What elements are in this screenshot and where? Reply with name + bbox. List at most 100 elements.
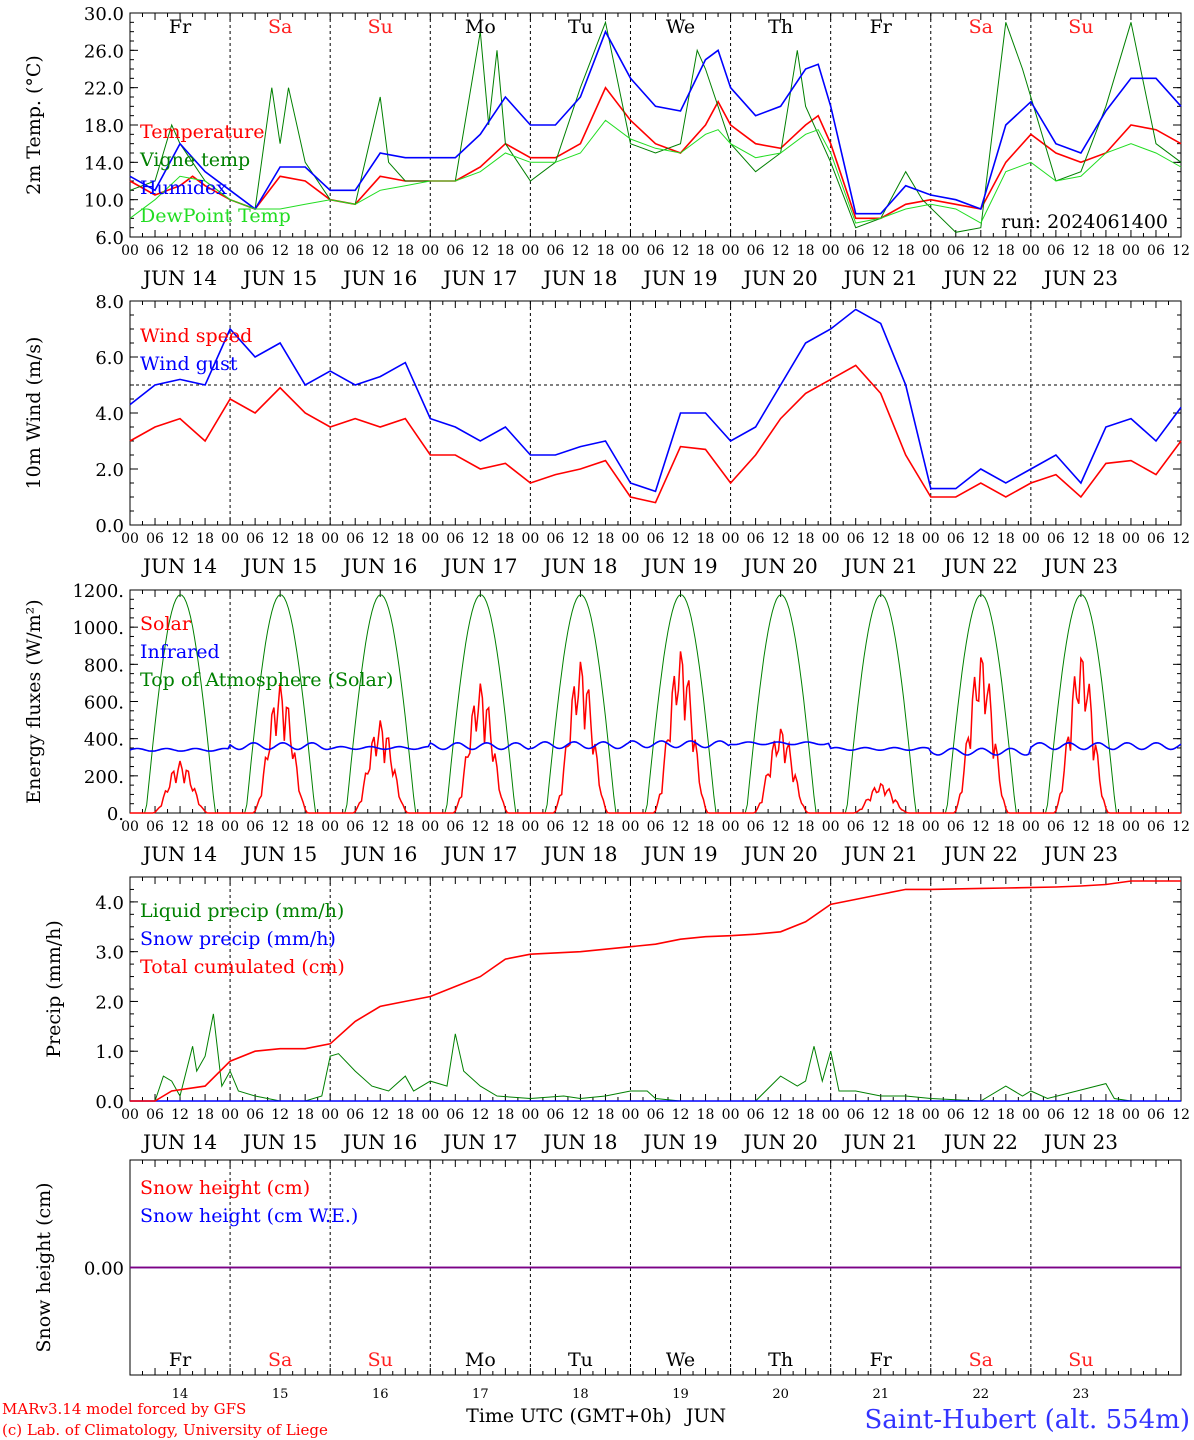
- legend-entry: Snow height (cm): [140, 1177, 310, 1199]
- day-label: JUN 19: [641, 842, 717, 866]
- y-tick-label: 18.0: [84, 116, 124, 137]
- day-label: JUN 20: [742, 266, 818, 290]
- hour-tick-label: 18: [196, 819, 214, 835]
- hour-tick-label: 18: [196, 531, 214, 547]
- legend-entry: Top of Atmosphere (Solar): [140, 669, 393, 691]
- hour-tick-label: 06: [947, 819, 965, 835]
- panel-1: Temperature Vigne temp Humidex DewPoint Tem…: [129, 12, 1182, 238]
- hour-tick-label: 12: [271, 1107, 289, 1123]
- series-wind-gust: [129, 308, 1182, 493]
- day-number-label: 16: [372, 1387, 389, 1402]
- weekday-label: Tu: [568, 1349, 593, 1371]
- hour-tick-label: 12: [171, 819, 189, 835]
- hour-tick-label: 06: [246, 1107, 264, 1123]
- hour-tick-label: 18: [296, 819, 314, 835]
- hour-tick-label: 00: [421, 243, 439, 259]
- hour-tick-label: 00: [922, 1107, 940, 1123]
- hour-tick-label: 06: [947, 1107, 965, 1123]
- day-label: JUN 15: [241, 266, 317, 290]
- hour-tick-label: 12: [171, 1107, 189, 1123]
- hour-tick-label: 12: [772, 531, 790, 547]
- day-label: JUN 18: [541, 266, 617, 290]
- day-label: JUN 20: [742, 842, 818, 866]
- hour-tick-label: 06: [246, 819, 264, 835]
- hour-tick-label: 12: [872, 1107, 890, 1123]
- series-infrared: [129, 740, 1182, 756]
- y-tick-label: 200.: [84, 767, 124, 788]
- y-tick-label: 0.0: [95, 1092, 124, 1113]
- hour-tick-label: 18: [697, 819, 715, 835]
- hour-tick-label: 00: [321, 243, 339, 259]
- hour-tick-label: 06: [446, 243, 464, 259]
- hour-tick-label: 18: [496, 819, 514, 835]
- hour-tick-label: 00: [722, 1107, 740, 1123]
- hour-tick-label: 18: [496, 243, 514, 259]
- hour-tick-label: 06: [346, 1107, 364, 1123]
- hour-tick-label: 12: [371, 1107, 389, 1123]
- day-label: JUN 18: [541, 554, 617, 578]
- weekday-label: Mo: [465, 1349, 496, 1371]
- series-liquid-precip-mm-h-: [130, 1013, 1181, 1102]
- hour-tick-label: 06: [1147, 1107, 1165, 1123]
- hour-tick-label: 18: [296, 243, 314, 259]
- hour-tick-label: 12: [271, 243, 289, 259]
- hour-tick-label: 18: [496, 1107, 514, 1123]
- hour-tick-label: 12: [271, 531, 289, 547]
- hour-tick-label: 12: [972, 531, 990, 547]
- hour-tick-label: 00: [722, 243, 740, 259]
- weekday-label: Fr: [870, 16, 893, 38]
- hour-tick-label: 00: [822, 819, 840, 835]
- hour-tick-label: 06: [647, 531, 665, 547]
- hour-tick-label: 00: [822, 243, 840, 259]
- weekday-label: We: [666, 1349, 695, 1371]
- day-label: JUN 17: [441, 842, 517, 866]
- y-tick-label: 800.: [84, 655, 124, 676]
- hour-tick-label: 12: [1072, 1107, 1090, 1123]
- day-label: JUN 15: [241, 1130, 317, 1154]
- hour-tick-label: 12: [1172, 531, 1190, 547]
- series-toa-solar: [130, 594, 1181, 814]
- day-number-label: 19: [672, 1387, 689, 1402]
- hour-tick-label: 00: [622, 819, 640, 835]
- y-axis-label: 2m Temp. (°C): [23, 55, 45, 195]
- hour-tick-label: 18: [997, 819, 1015, 835]
- day-label: JUN 14: [141, 266, 217, 290]
- hour-tick-label: 00: [321, 531, 339, 547]
- weekday-label: Fr: [169, 16, 192, 38]
- hour-tick-label: 12: [972, 243, 990, 259]
- hour-tick-label: 12: [371, 243, 389, 259]
- hour-tick-label: 00: [822, 1107, 840, 1123]
- hour-tick-label: 12: [572, 819, 590, 835]
- hour-tick-label: 18: [196, 1107, 214, 1123]
- hour-tick-label: 12: [772, 243, 790, 259]
- hour-tick-label: 12: [1072, 531, 1090, 547]
- y-tick-label: 0.0: [95, 516, 124, 537]
- y-tick-label: 0.: [107, 804, 124, 825]
- weekday-label: Sa: [969, 16, 993, 38]
- hour-tick-label: 06: [1147, 819, 1165, 835]
- day-number-label: 21: [872, 1387, 889, 1402]
- hour-tick-label: 18: [997, 531, 1015, 547]
- hour-tick-label: 18: [1097, 1107, 1115, 1123]
- day-label: JUN 14: [141, 554, 217, 578]
- hour-tick-label: 06: [446, 819, 464, 835]
- day-label: JUN 22: [942, 842, 1018, 866]
- hour-tick-label: 06: [546, 531, 564, 547]
- y-axis-label: Precip (mm/h): [43, 920, 65, 1058]
- hour-tick-label: 06: [647, 243, 665, 259]
- x-axis-label: Time UTC (GMT+0h): [466, 1405, 672, 1427]
- day-label: JUN 19: [641, 554, 717, 578]
- credit-line-2: (c) Lab. of Climatology, University of L…: [2, 1421, 328, 1439]
- weekday-label: Su: [368, 1349, 393, 1371]
- hour-tick-label: 12: [371, 819, 389, 835]
- y-tick-label: 6.0: [95, 228, 124, 249]
- hour-tick-label: 06: [546, 1107, 564, 1123]
- day-label: JUN 16: [341, 1130, 417, 1154]
- hour-tick-label: 18: [897, 819, 915, 835]
- hour-tick-label: 06: [947, 243, 965, 259]
- hour-tick-label: 18: [1097, 819, 1115, 835]
- hour-tick-label: 06: [647, 1107, 665, 1123]
- day-label: JUN 21: [842, 1130, 918, 1154]
- panel-4: Liquid precip (mm/h) Snow precip (mm/h) To…: [129, 876, 1182, 1102]
